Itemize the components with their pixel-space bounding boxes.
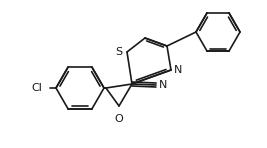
Text: Cl: Cl [31, 83, 42, 93]
Text: S: S [115, 47, 122, 57]
Text: N: N [174, 65, 182, 75]
Text: O: O [115, 114, 123, 124]
Text: N: N [159, 80, 167, 90]
